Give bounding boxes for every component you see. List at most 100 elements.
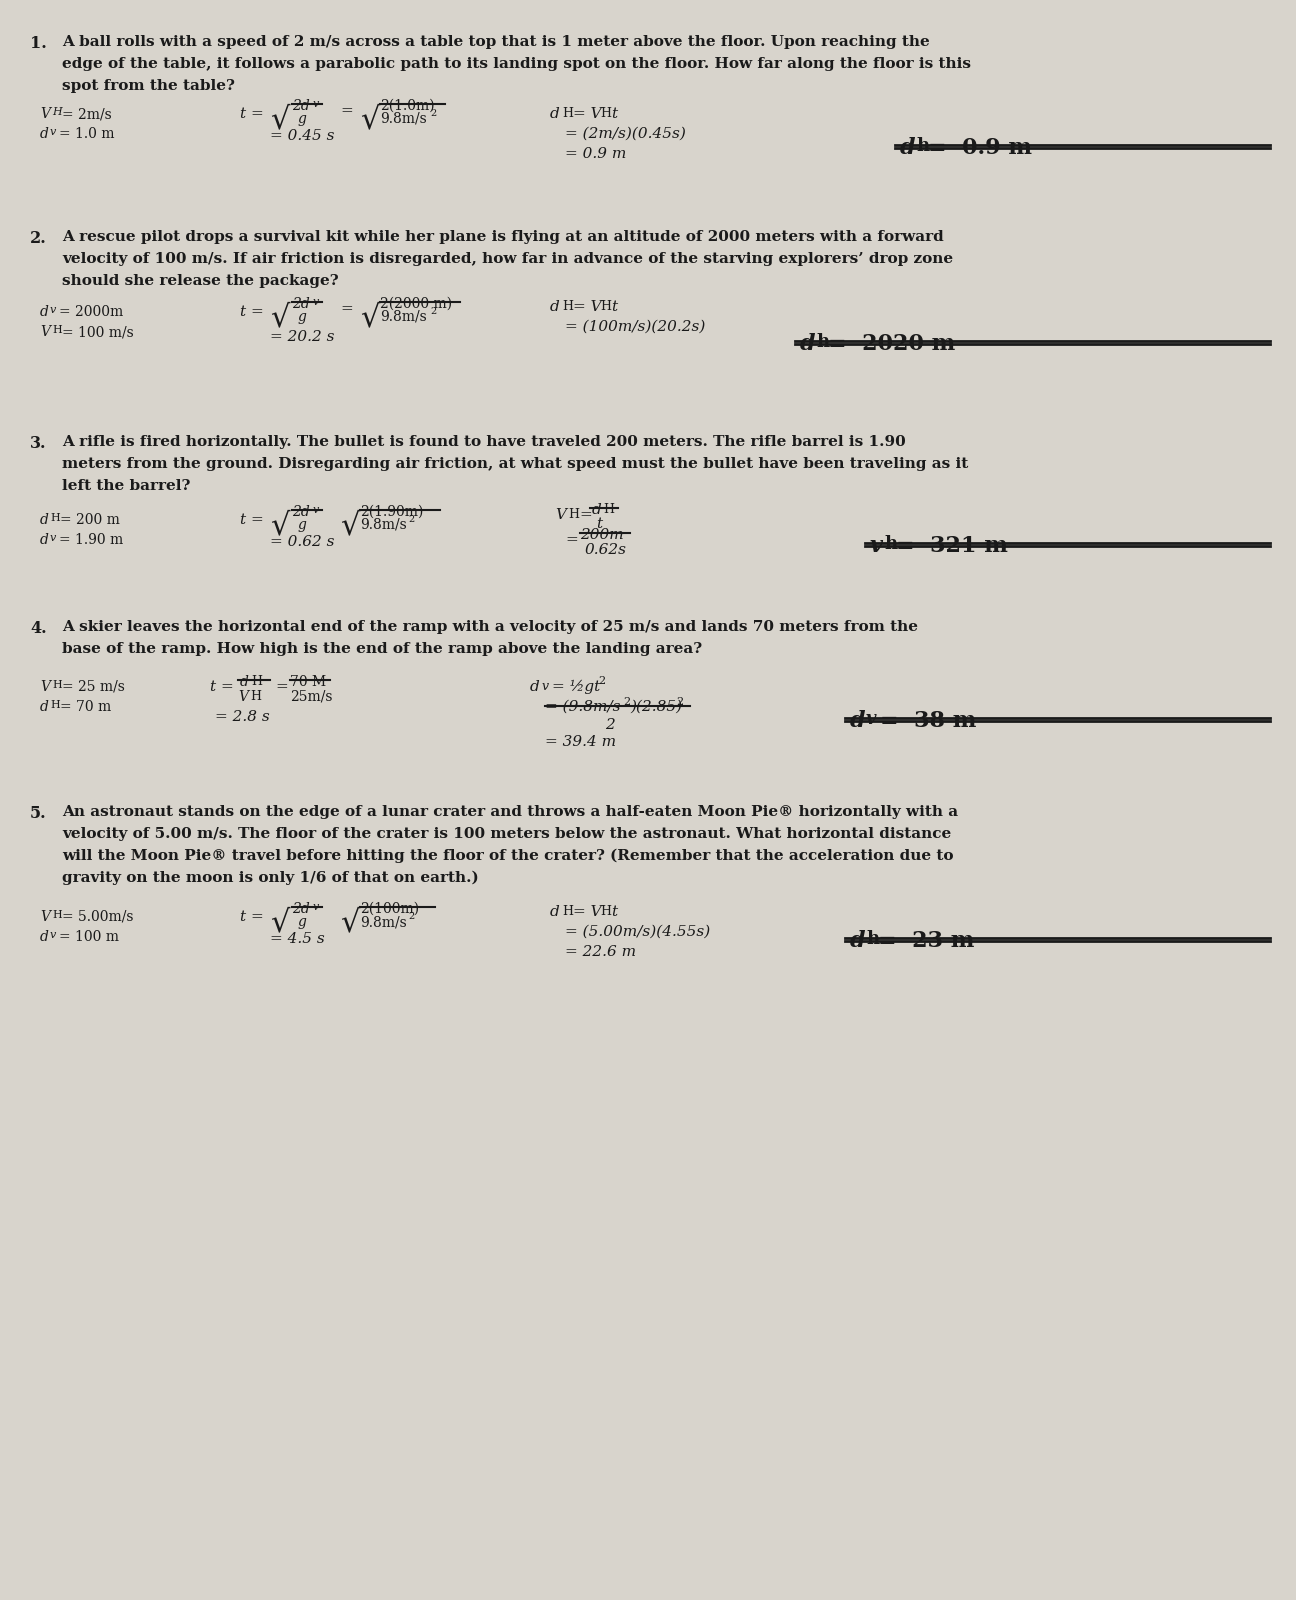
Text: = 2.8 s: = 2.8 s — [215, 710, 270, 723]
Text: = 100 m/s: = 100 m/s — [62, 325, 133, 339]
Text: v: v — [51, 533, 56, 542]
Text: 2(100m): 2(100m) — [360, 902, 419, 915]
Text: t: t — [610, 301, 617, 314]
Text: √: √ — [270, 104, 289, 134]
Text: =  0.9 m: = 0.9 m — [928, 138, 1032, 158]
Text: 2.: 2. — [30, 230, 47, 246]
Text: v: v — [866, 710, 876, 728]
Text: 2(1.0m): 2(1.0m) — [380, 99, 434, 114]
Text: gravity on the moon is only 1/6 of that on earth.): gravity on the moon is only 1/6 of that … — [62, 870, 478, 885]
Text: 3.: 3. — [30, 435, 47, 451]
Text: 1.: 1. — [30, 35, 47, 51]
Text: d: d — [899, 138, 915, 158]
Text: g: g — [298, 915, 307, 930]
Text: h: h — [916, 138, 929, 155]
Text: t: t — [610, 107, 617, 122]
Text: A skier leaves the horizontal end of the ramp with a velocity of 25 m/s and land: A skier leaves the horizontal end of the… — [62, 619, 918, 634]
Text: H: H — [603, 502, 614, 515]
Text: 2: 2 — [408, 515, 415, 525]
Text: will the Moon Pie® travel before hitting the floor of the crater? (Remember that: will the Moon Pie® travel before hitting… — [62, 850, 954, 864]
Text: d: d — [40, 306, 49, 318]
Text: d: d — [850, 710, 866, 733]
Text: = 2000m: = 2000m — [60, 306, 123, 318]
Text: 4.: 4. — [30, 619, 47, 637]
Text: 2: 2 — [430, 109, 437, 118]
Text: H: H — [51, 701, 60, 710]
Text: H: H — [568, 509, 579, 522]
Text: H: H — [600, 906, 610, 918]
Text: d: d — [550, 107, 560, 122]
Text: A ball rolls with a speed of 2 m/s across a table top that is 1 meter above the : A ball rolls with a speed of 2 m/s acros… — [62, 35, 929, 50]
Text: t =: t = — [240, 910, 264, 925]
Text: should she release the package?: should she release the package? — [62, 274, 338, 288]
Text: √: √ — [270, 302, 289, 333]
Text: = 2m/s: = 2m/s — [62, 107, 111, 122]
Text: V: V — [555, 509, 566, 522]
Text: = 0.62 s: = 0.62 s — [270, 534, 334, 549]
Text: H: H — [52, 325, 62, 334]
Text: =  38 m: = 38 m — [880, 710, 976, 733]
Text: √: √ — [360, 302, 380, 333]
Text: =: = — [340, 302, 353, 317]
Text: √: √ — [340, 510, 359, 541]
Text: meters from the ground. Disregarding air friction, at what speed must the bullet: meters from the ground. Disregarding air… — [62, 458, 968, 470]
Text: 9.8m/s: 9.8m/s — [360, 915, 407, 930]
Text: = 39.4 m: = 39.4 m — [546, 734, 616, 749]
Text: H: H — [251, 675, 262, 688]
Text: = 22.6 m: = 22.6 m — [565, 946, 636, 958]
Text: d: d — [40, 701, 49, 714]
Text: H: H — [600, 107, 610, 120]
Text: = (100m/s)(20.2s): = (100m/s)(20.2s) — [565, 320, 705, 334]
Text: t: t — [610, 906, 617, 918]
Text: =: = — [579, 509, 592, 522]
Text: = 20.2 s: = 20.2 s — [270, 330, 334, 344]
Text: =: = — [565, 533, 578, 547]
Text: v: v — [314, 298, 319, 307]
Text: = 1.0 m: = 1.0 m — [60, 126, 114, 141]
Text: = 70 m: = 70 m — [60, 701, 111, 714]
Text: 2d: 2d — [292, 99, 310, 114]
Text: d: d — [550, 301, 560, 314]
Text: g: g — [298, 310, 307, 323]
Text: 5.: 5. — [30, 805, 47, 822]
Text: d: d — [850, 930, 866, 952]
Text: base of the ramp. How high is the end of the ramp above the landing area?: base of the ramp. How high is the end of… — [62, 642, 702, 656]
Text: 2d: 2d — [292, 902, 310, 915]
Text: = 200 m: = 200 m — [60, 514, 119, 526]
Text: =: = — [340, 104, 353, 118]
Text: v: v — [51, 126, 56, 138]
Text: 2: 2 — [623, 698, 630, 707]
Text: = (9.8m/s: = (9.8m/s — [546, 701, 621, 714]
Text: d: d — [40, 126, 49, 141]
Text: v: v — [51, 306, 56, 315]
Text: H: H — [51, 514, 60, 523]
Text: = 100 m: = 100 m — [60, 930, 119, 944]
Text: 2: 2 — [408, 912, 415, 922]
Text: d: d — [40, 514, 49, 526]
Text: 200m: 200m — [581, 528, 623, 542]
Text: = 0.9 m: = 0.9 m — [565, 147, 626, 162]
Text: √: √ — [270, 510, 289, 541]
Text: = 5.00m/s: = 5.00m/s — [62, 910, 133, 925]
Text: h: h — [884, 534, 897, 554]
Text: d: d — [550, 906, 560, 918]
Text: =  23 m: = 23 m — [877, 930, 975, 952]
Text: = 1.90 m: = 1.90 m — [60, 533, 123, 547]
Text: t =: t = — [210, 680, 233, 694]
Text: 2: 2 — [677, 698, 683, 707]
Text: left the barrel?: left the barrel? — [62, 478, 191, 493]
Text: v: v — [870, 534, 883, 557]
Text: H: H — [562, 107, 573, 120]
Text: 9.8m/s: 9.8m/s — [380, 112, 426, 126]
Text: t =: t = — [240, 107, 264, 122]
Text: 70 M: 70 M — [290, 675, 327, 690]
Text: 2d: 2d — [292, 298, 310, 310]
Text: edge of the table, it follows a parabolic path to its landing spot on the floor.: edge of the table, it follows a paraboli… — [62, 58, 971, 70]
Text: )(2.85): )(2.85) — [630, 701, 682, 714]
Text: √: √ — [340, 907, 359, 938]
Text: =  321 m: = 321 m — [896, 534, 1008, 557]
Text: An astronaut stands on the edge of a lunar crater and throws a half-eaten Moon P: An astronaut stands on the edge of a lun… — [62, 805, 958, 819]
Text: H: H — [562, 906, 573, 918]
Text: t =: t = — [240, 514, 264, 526]
Text: V: V — [40, 325, 51, 339]
